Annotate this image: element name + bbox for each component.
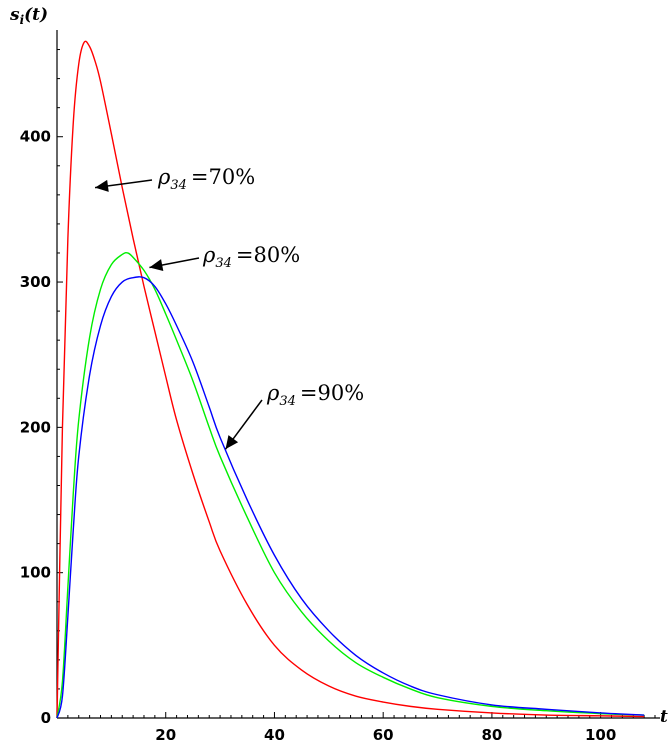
series-group [56,40,645,719]
annotation-label: ρ34 =80% [202,243,300,271]
x-tick-label: 80 [481,726,502,744]
annotation-label: ρ34 =70% [157,165,255,193]
x-tick-label: 100 [585,726,616,744]
annotation-3: ρ34 =90% [224,381,364,450]
annotation-arrowhead [225,435,239,450]
y-tick-label: 0 [41,709,51,727]
x-tick-label: 40 [264,726,285,744]
x-tick-label: 20 [155,726,176,744]
y-axis-label-sub: i [20,13,25,27]
annotation-arrowhead [95,179,109,192]
y-tick-label: 300 [20,273,51,291]
x-tick-label: 60 [373,726,394,744]
annotation-label: ρ34 =90% [266,381,364,409]
y-tick-label: 200 [20,418,51,436]
y-tick-label: 100 [20,564,51,582]
annotation-2: ρ34 =80% [149,243,300,271]
series-line-1 [56,40,645,719]
annotation-arrowhead [149,259,164,271]
y-axis-label-arg: (t) [24,5,48,25]
y-axis-label: si(t) [9,5,48,27]
series-line-2 [56,252,645,719]
annotation-1: ρ34 =70% [94,165,255,193]
axes: 20 40 60 80 100 0 100 200 300 400 [20,30,660,744]
y-tick-label: 400 [20,128,51,146]
x-axis-label: t [660,707,668,727]
annotations-group: ρ34 =70% ρ34 =80% ρ34 =90% [94,165,364,450]
series-line-3 [56,276,645,719]
y-axis-label-main: s [9,5,20,25]
